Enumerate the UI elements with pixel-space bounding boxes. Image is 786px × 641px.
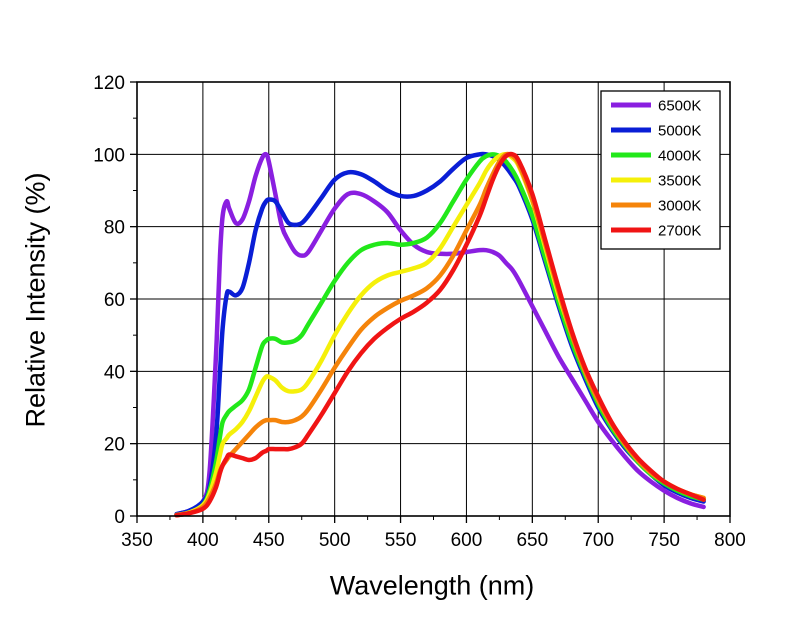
legend-label-6500K: 6500K [658,98,701,115]
legend-label-4000K: 4000K [658,148,701,165]
x-tick-label: 450 [253,530,285,551]
x-tick-label: 700 [582,530,614,551]
y-tick-label: 40 [104,362,125,383]
x-tick-label: 600 [451,530,483,551]
x-tick-label: 500 [319,530,351,551]
y-tick-label: 100 [93,145,125,166]
x-tick-label: 400 [187,530,219,551]
y-tick-label: 20 [104,435,125,456]
legend-box [600,90,721,250]
legend-label-3000K: 3000K [658,198,701,215]
x-tick-label: 800 [714,530,746,551]
x-tick-label: 350 [121,530,153,551]
x-tick-label: 650 [516,530,548,551]
x-tick-label: 550 [385,530,417,551]
legend-label-5000K: 5000K [658,123,701,140]
axis-ticks: 350 400 450 500 550 600 650 700 750 800 0 20 40 60 80 1… [93,73,746,551]
series-lines [174,151,706,518]
y-tick-label: 120 [93,73,125,94]
y-axis-title: Relative Intensity (%) [20,172,51,428]
x-tick-label: 750 [648,530,680,551]
legend: 6500K 5000K 4000K 3500K 3000K 2700K [600,90,721,250]
legend-label-3500K: 3500K [658,173,701,190]
y-tick-label: 0 [114,507,125,528]
y-tick-label: 80 [104,218,125,239]
legend-label-2700K: 2700K [658,223,701,240]
series-line-2700K [174,151,706,518]
x-axis-title: Wavelength (nm) [329,570,535,601]
series-line-6500K [174,151,706,517]
y-tick-label: 60 [104,290,125,311]
